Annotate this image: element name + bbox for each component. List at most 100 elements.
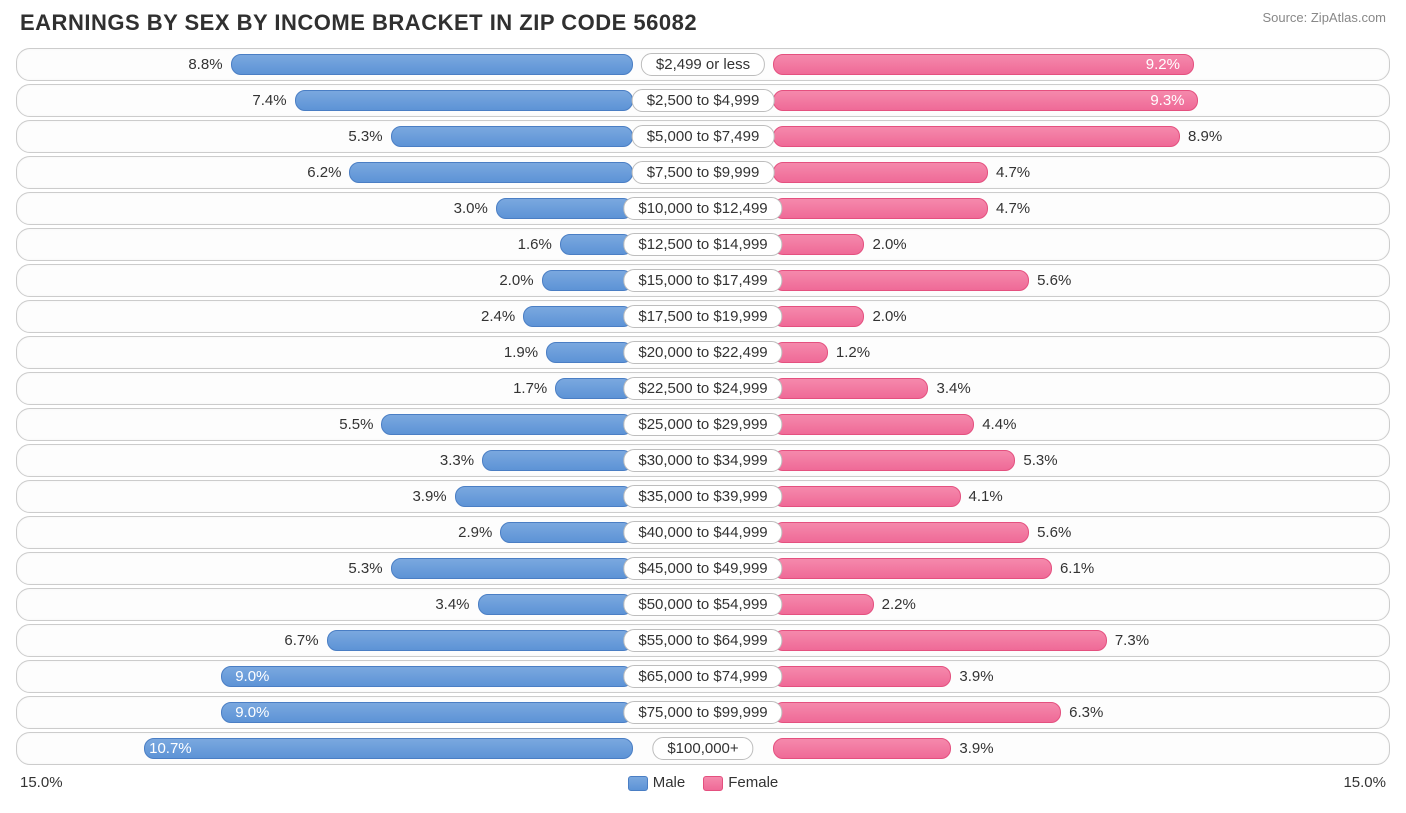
- female-half: 2.0%: [703, 301, 1389, 332]
- female-pct: 5.6%: [1037, 272, 1071, 289]
- male-pct: 7.4%: [252, 92, 286, 109]
- bracket-label: $40,000 to $44,999: [623, 521, 782, 544]
- female-half: 3.9%: [703, 733, 1389, 764]
- chart-source: Source: ZipAtlas.com: [1262, 10, 1386, 25]
- male-half: 2.0%: [17, 265, 703, 296]
- male-pct: 5.5%: [339, 416, 373, 433]
- female-half: 9.2%: [703, 49, 1389, 80]
- male-pct: 3.0%: [454, 200, 488, 217]
- legend-female: Female: [703, 774, 778, 791]
- male-bar: [542, 270, 633, 291]
- male-half: 1.9%: [17, 337, 703, 368]
- bracket-label: $75,000 to $99,999: [623, 701, 782, 724]
- female-pct: 2.0%: [872, 308, 906, 325]
- bracket-label: $20,000 to $22,499: [623, 341, 782, 364]
- legend-male-label: Male: [653, 774, 686, 791]
- female-pct: 5.6%: [1037, 524, 1071, 541]
- bracket-label: $17,500 to $19,999: [623, 305, 782, 328]
- female-half: 4.4%: [703, 409, 1389, 440]
- bar-row: 6.7% 7.3% $55,000 to $64,999: [16, 624, 1390, 657]
- male-half: 1.7%: [17, 373, 703, 404]
- bracket-label: $45,000 to $49,999: [623, 557, 782, 580]
- female-bar: [773, 630, 1107, 651]
- female-bar: [773, 414, 974, 435]
- male-pct: 10.7%: [149, 740, 192, 757]
- male-pct: 3.9%: [412, 488, 446, 505]
- male-bar: [482, 450, 633, 471]
- female-half: 1.2%: [703, 337, 1389, 368]
- female-bar: [773, 198, 988, 219]
- male-half: 1.6%: [17, 229, 703, 260]
- female-pct: 6.3%: [1069, 704, 1103, 721]
- female-half: 4.7%: [703, 157, 1389, 188]
- male-half: 5.3%: [17, 121, 703, 152]
- chart-footer: 15.0% Male Female 15.0%: [0, 768, 1406, 791]
- bracket-label: $10,000 to $12,499: [623, 197, 782, 220]
- female-bar: [773, 270, 1029, 291]
- bar-row: 8.8%9.2%$2,499 or less: [16, 48, 1390, 81]
- male-half: 6.2%: [17, 157, 703, 188]
- male-half: 5.3%: [17, 553, 703, 584]
- legend-male: Male: [628, 774, 686, 791]
- female-pct: 4.7%: [996, 200, 1030, 217]
- male-half: 5.5%: [17, 409, 703, 440]
- male-bar: [144, 738, 633, 759]
- female-bar: [773, 738, 951, 759]
- male-pct: 9.0%: [235, 704, 269, 721]
- bar-row: 1.6%2.0%$12,500 to $14,999: [16, 228, 1390, 261]
- bar-row: 2.0% 5.6% $15,000 to $17,499: [16, 264, 1390, 297]
- female-pct: 7.3%: [1115, 632, 1149, 649]
- bar-row: 5.3% 8.9% $5,000 to $7,499: [16, 120, 1390, 153]
- female-pct: 4.7%: [996, 164, 1030, 181]
- male-half: 6.7%: [17, 625, 703, 656]
- axis-right-max: 15.0%: [1343, 774, 1386, 791]
- bar-row: 7.4%9.3%$2,500 to $4,999: [16, 84, 1390, 117]
- male-pct: 1.9%: [504, 344, 538, 361]
- female-pct: 4.1%: [969, 488, 1003, 505]
- female-half: 2.0%: [703, 229, 1389, 260]
- male-bar: [381, 414, 633, 435]
- bracket-label: $55,000 to $64,999: [623, 629, 782, 652]
- male-pct: 2.9%: [458, 524, 492, 541]
- female-pct: 4.4%: [982, 416, 1016, 433]
- bar-row: 10.7% 3.9% $100,000+: [16, 732, 1390, 765]
- male-swatch-icon: [628, 776, 648, 791]
- bar-row: 2.4% 2.0% $17,500 to $19,999: [16, 300, 1390, 333]
- female-pct: 9.2%: [1146, 56, 1180, 73]
- male-pct: 2.4%: [481, 308, 515, 325]
- female-bar: [773, 126, 1180, 147]
- male-half: 9.0%: [17, 661, 703, 692]
- male-pct: 1.7%: [513, 380, 547, 397]
- bar-row: 3.3%5.3%$30,000 to $34,999: [16, 444, 1390, 477]
- chart-title: EARNINGS BY SEX BY INCOME BRACKET IN ZIP…: [20, 10, 697, 36]
- female-pct: 8.9%: [1188, 128, 1222, 145]
- legend-female-label: Female: [728, 774, 778, 791]
- bar-row: 3.4%2.2%$50,000 to $54,999: [16, 588, 1390, 621]
- male-bar: [500, 522, 633, 543]
- bracket-label: $5,000 to $7,499: [632, 125, 775, 148]
- male-bar: [455, 486, 633, 507]
- female-pct: 3.9%: [959, 740, 993, 757]
- male-pct: 2.0%: [499, 272, 533, 289]
- bracket-label: $65,000 to $74,999: [623, 665, 782, 688]
- female-bar: [773, 702, 1061, 723]
- bracket-label: $50,000 to $54,999: [623, 593, 782, 616]
- male-bar: [523, 306, 633, 327]
- female-half: 3.9%: [703, 661, 1389, 692]
- female-bar: [773, 234, 864, 255]
- male-half: 2.9%: [17, 517, 703, 548]
- bar-row: 5.5%4.4%$25,000 to $29,999: [16, 408, 1390, 441]
- male-pct: 5.3%: [348, 560, 382, 577]
- male-half: 9.0%: [17, 697, 703, 728]
- bracket-label: $30,000 to $34,999: [623, 449, 782, 472]
- male-bar: [496, 198, 633, 219]
- male-half: 3.0%: [17, 193, 703, 224]
- bracket-label: $100,000+: [652, 737, 753, 760]
- male-pct: 3.4%: [435, 596, 469, 613]
- male-pct: 1.6%: [518, 236, 552, 253]
- bracket-label: $15,000 to $17,499: [623, 269, 782, 292]
- male-half: 2.4%: [17, 301, 703, 332]
- female-bar: [773, 594, 874, 615]
- male-bar: [478, 594, 633, 615]
- male-half: 8.8%: [17, 49, 703, 80]
